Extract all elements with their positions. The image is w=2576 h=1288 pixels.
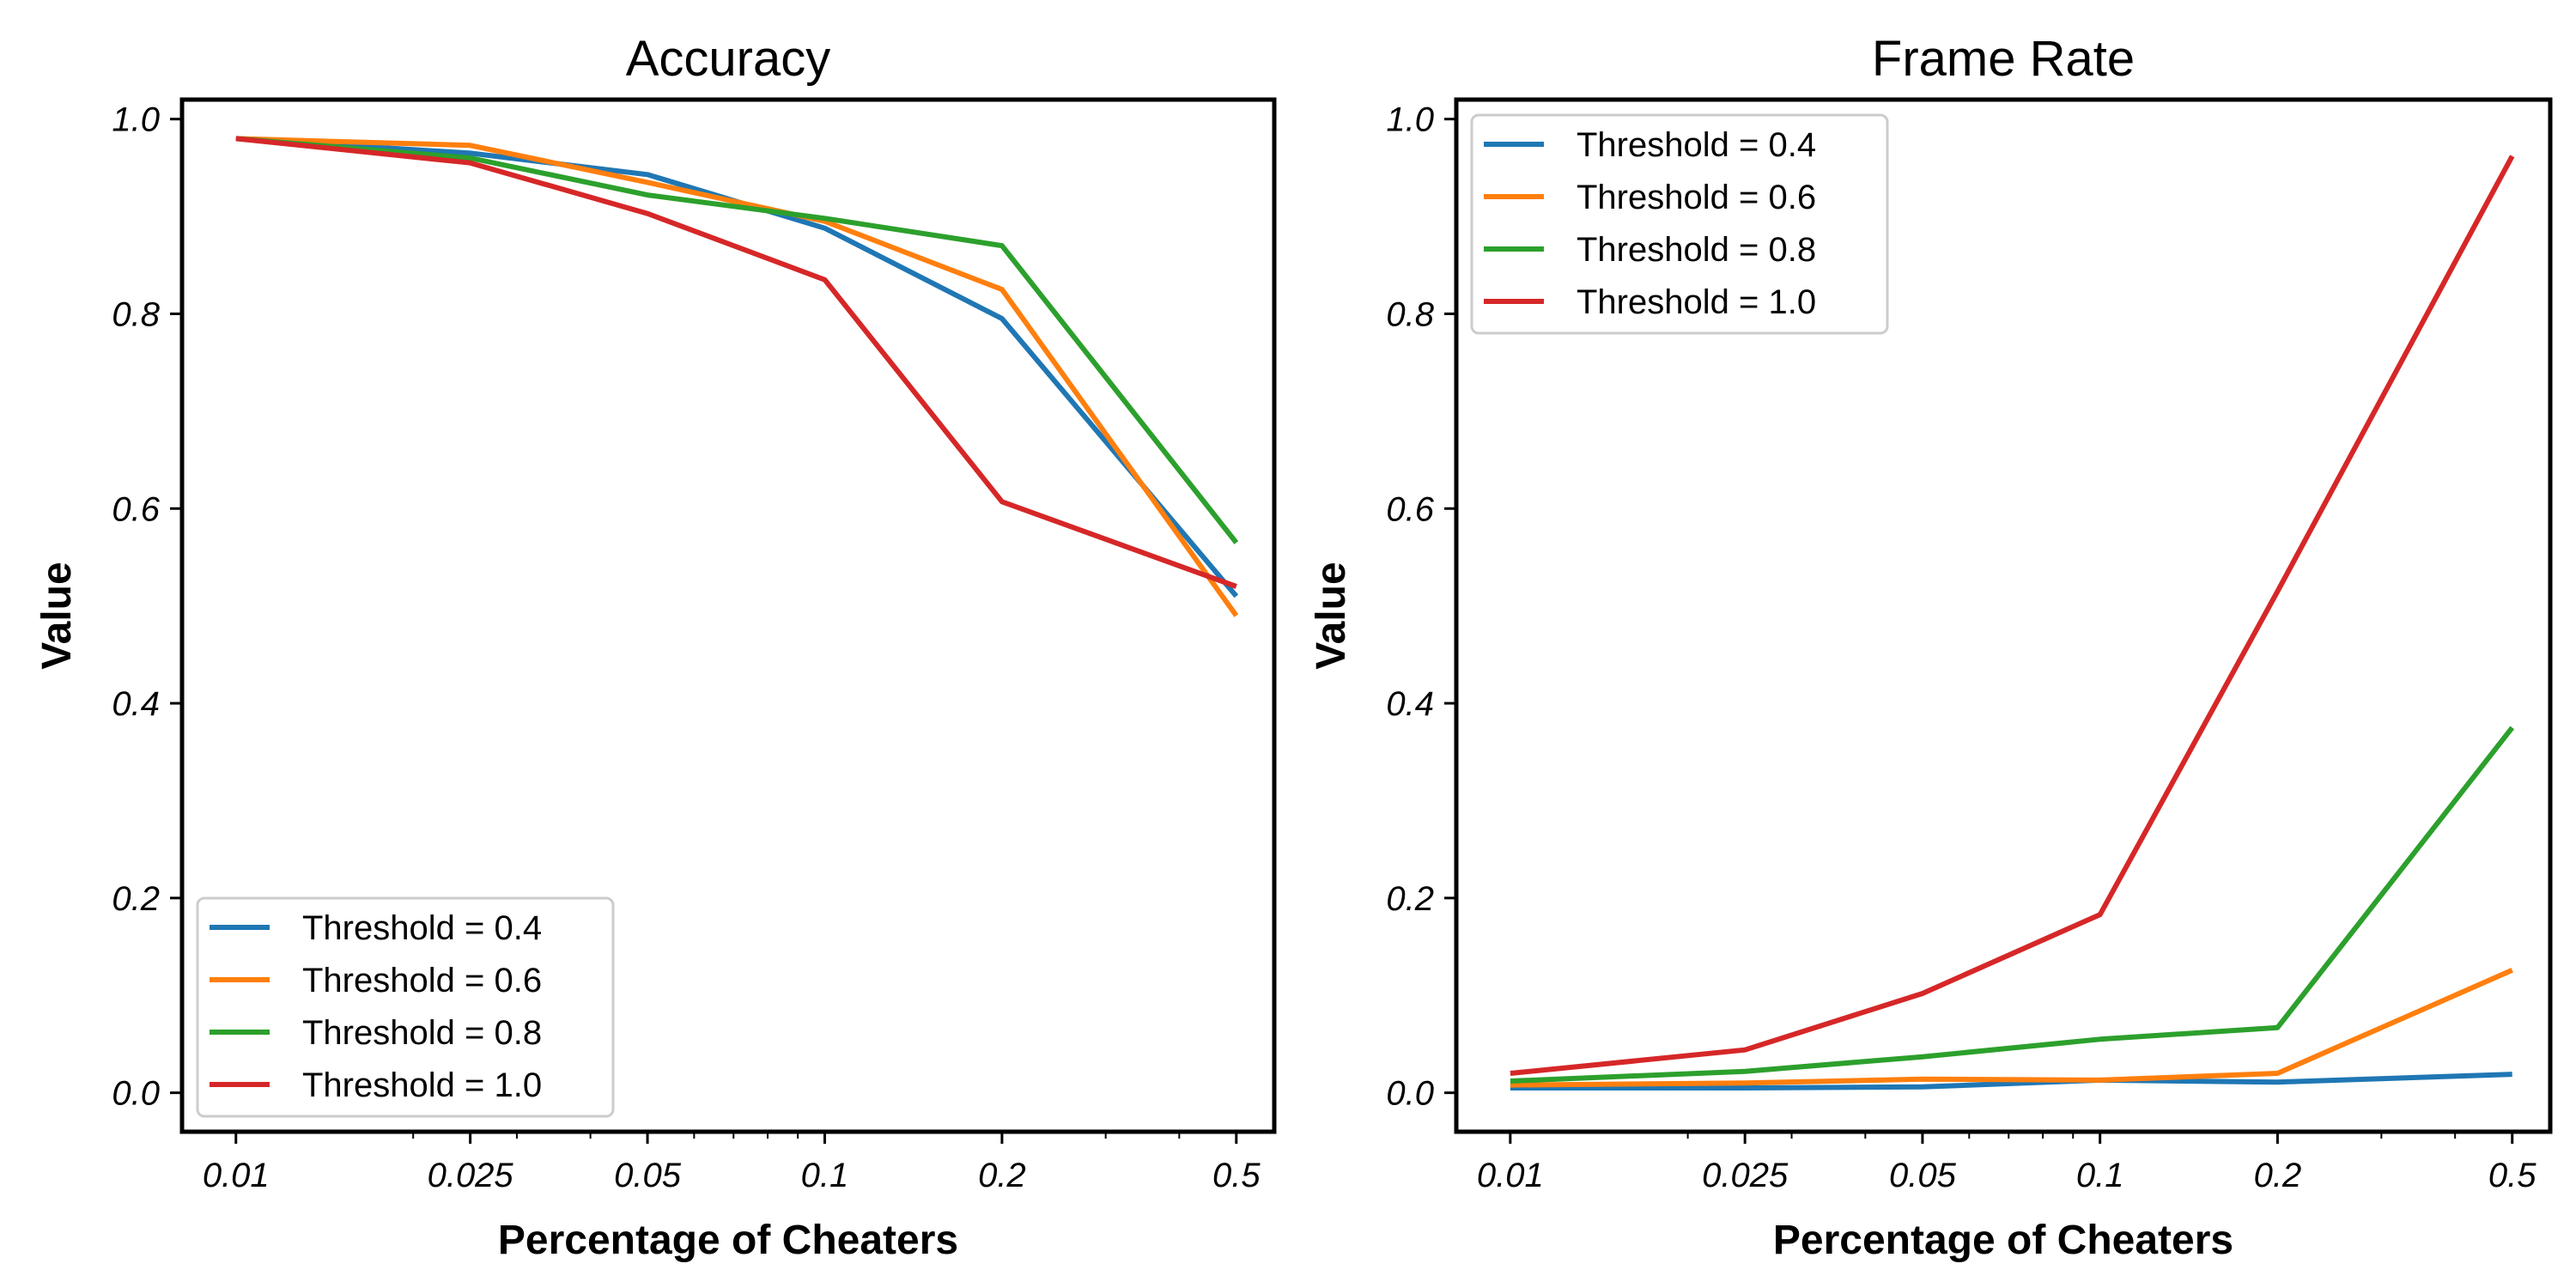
x-tick-label: 0.01 <box>1477 1157 1544 1194</box>
y-axis-label: Value <box>1309 562 1354 669</box>
x-tick-label: 0.05 <box>1889 1157 1957 1194</box>
series-line <box>235 136 1239 617</box>
x-tick-label: 0.2 <box>978 1157 1026 1194</box>
x-tick-label: 0.1 <box>2076 1157 2124 1194</box>
x-tick-label: 0.025 <box>1702 1157 1789 1194</box>
y-tick-label: 0.4 <box>1386 685 1434 723</box>
y-tick-label: 0.0 <box>112 1075 160 1113</box>
legend-entry: Threshold = 0.4 <box>302 909 542 947</box>
series-line <box>1510 726 2515 1084</box>
legend-entry: Threshold = 1.0 <box>302 1066 542 1104</box>
legend: Threshold = 0.4 Threshold = 0.6 Threshold … <box>1470 113 1889 335</box>
y-tick-label: 0.6 <box>1386 490 1434 528</box>
chart-title: Frame Rate <box>1872 31 2135 87</box>
x-axis-label: Percentage of Cheaters <box>498 1218 958 1263</box>
y-tick-label: 0.2 <box>1386 880 1434 918</box>
legend: Threshold = 0.4 Threshold = 0.6 Threshold … <box>196 896 615 1118</box>
legend-entry: Threshold = 0.6 <box>1577 179 1816 216</box>
panel-frame-rate: Frame Rate Percentage of Cheaters Value 0.0… <box>1309 31 2553 1263</box>
legend-entry: Threshold = 0.8 <box>302 1014 542 1052</box>
y-tick-label: 0.8 <box>1386 295 1434 333</box>
y-tick-label: 1.0 <box>112 101 160 139</box>
panel-accuracy: Accuracy Percentage of Cheaters Value 0.0 0.… <box>34 31 1277 1263</box>
y-tick-label: 0.2 <box>112 880 160 918</box>
x-tick-label: 0.5 <box>1212 1157 1261 1194</box>
series-line <box>235 136 1237 589</box>
legend-entry: Threshold = 1.0 <box>1577 283 1816 321</box>
x-tick-label: 0.01 <box>203 1157 270 1194</box>
series-line <box>1510 155 2515 1076</box>
legend-entry: Threshold = 0.6 <box>302 962 542 999</box>
legend-entry: Threshold = 0.4 <box>1577 126 1816 164</box>
x-tick-label: 0.05 <box>614 1157 682 1194</box>
legend-box <box>1470 113 1889 335</box>
plot-frame <box>179 97 1277 1134</box>
x-tick-label: 0.2 <box>2254 1157 2302 1194</box>
x-tick-label: 0.025 <box>428 1157 514 1194</box>
y-tick-label: 0.4 <box>112 685 160 723</box>
y-tick-label: 0.6 <box>112 490 160 528</box>
x-tick-label: 0.1 <box>801 1157 849 1194</box>
series-line <box>1510 1072 2512 1091</box>
y-axis-label: Value <box>34 562 80 669</box>
y-tick-label: 1.0 <box>1386 101 1434 139</box>
plot-frame <box>1454 97 2553 1134</box>
y-tick-label: 0.8 <box>112 295 160 333</box>
y-tick-label: 0.0 <box>1386 1075 1434 1113</box>
legend-box <box>196 896 615 1118</box>
chart-title: Accuracy <box>626 31 831 87</box>
legend-entry: Threshold = 0.8 <box>1577 231 1816 269</box>
series-line <box>235 136 1239 544</box>
x-axis-label: Percentage of Cheaters <box>1773 1218 2233 1263</box>
series-line <box>1510 968 2513 1088</box>
x-tick-label: 0.5 <box>2488 1157 2537 1194</box>
